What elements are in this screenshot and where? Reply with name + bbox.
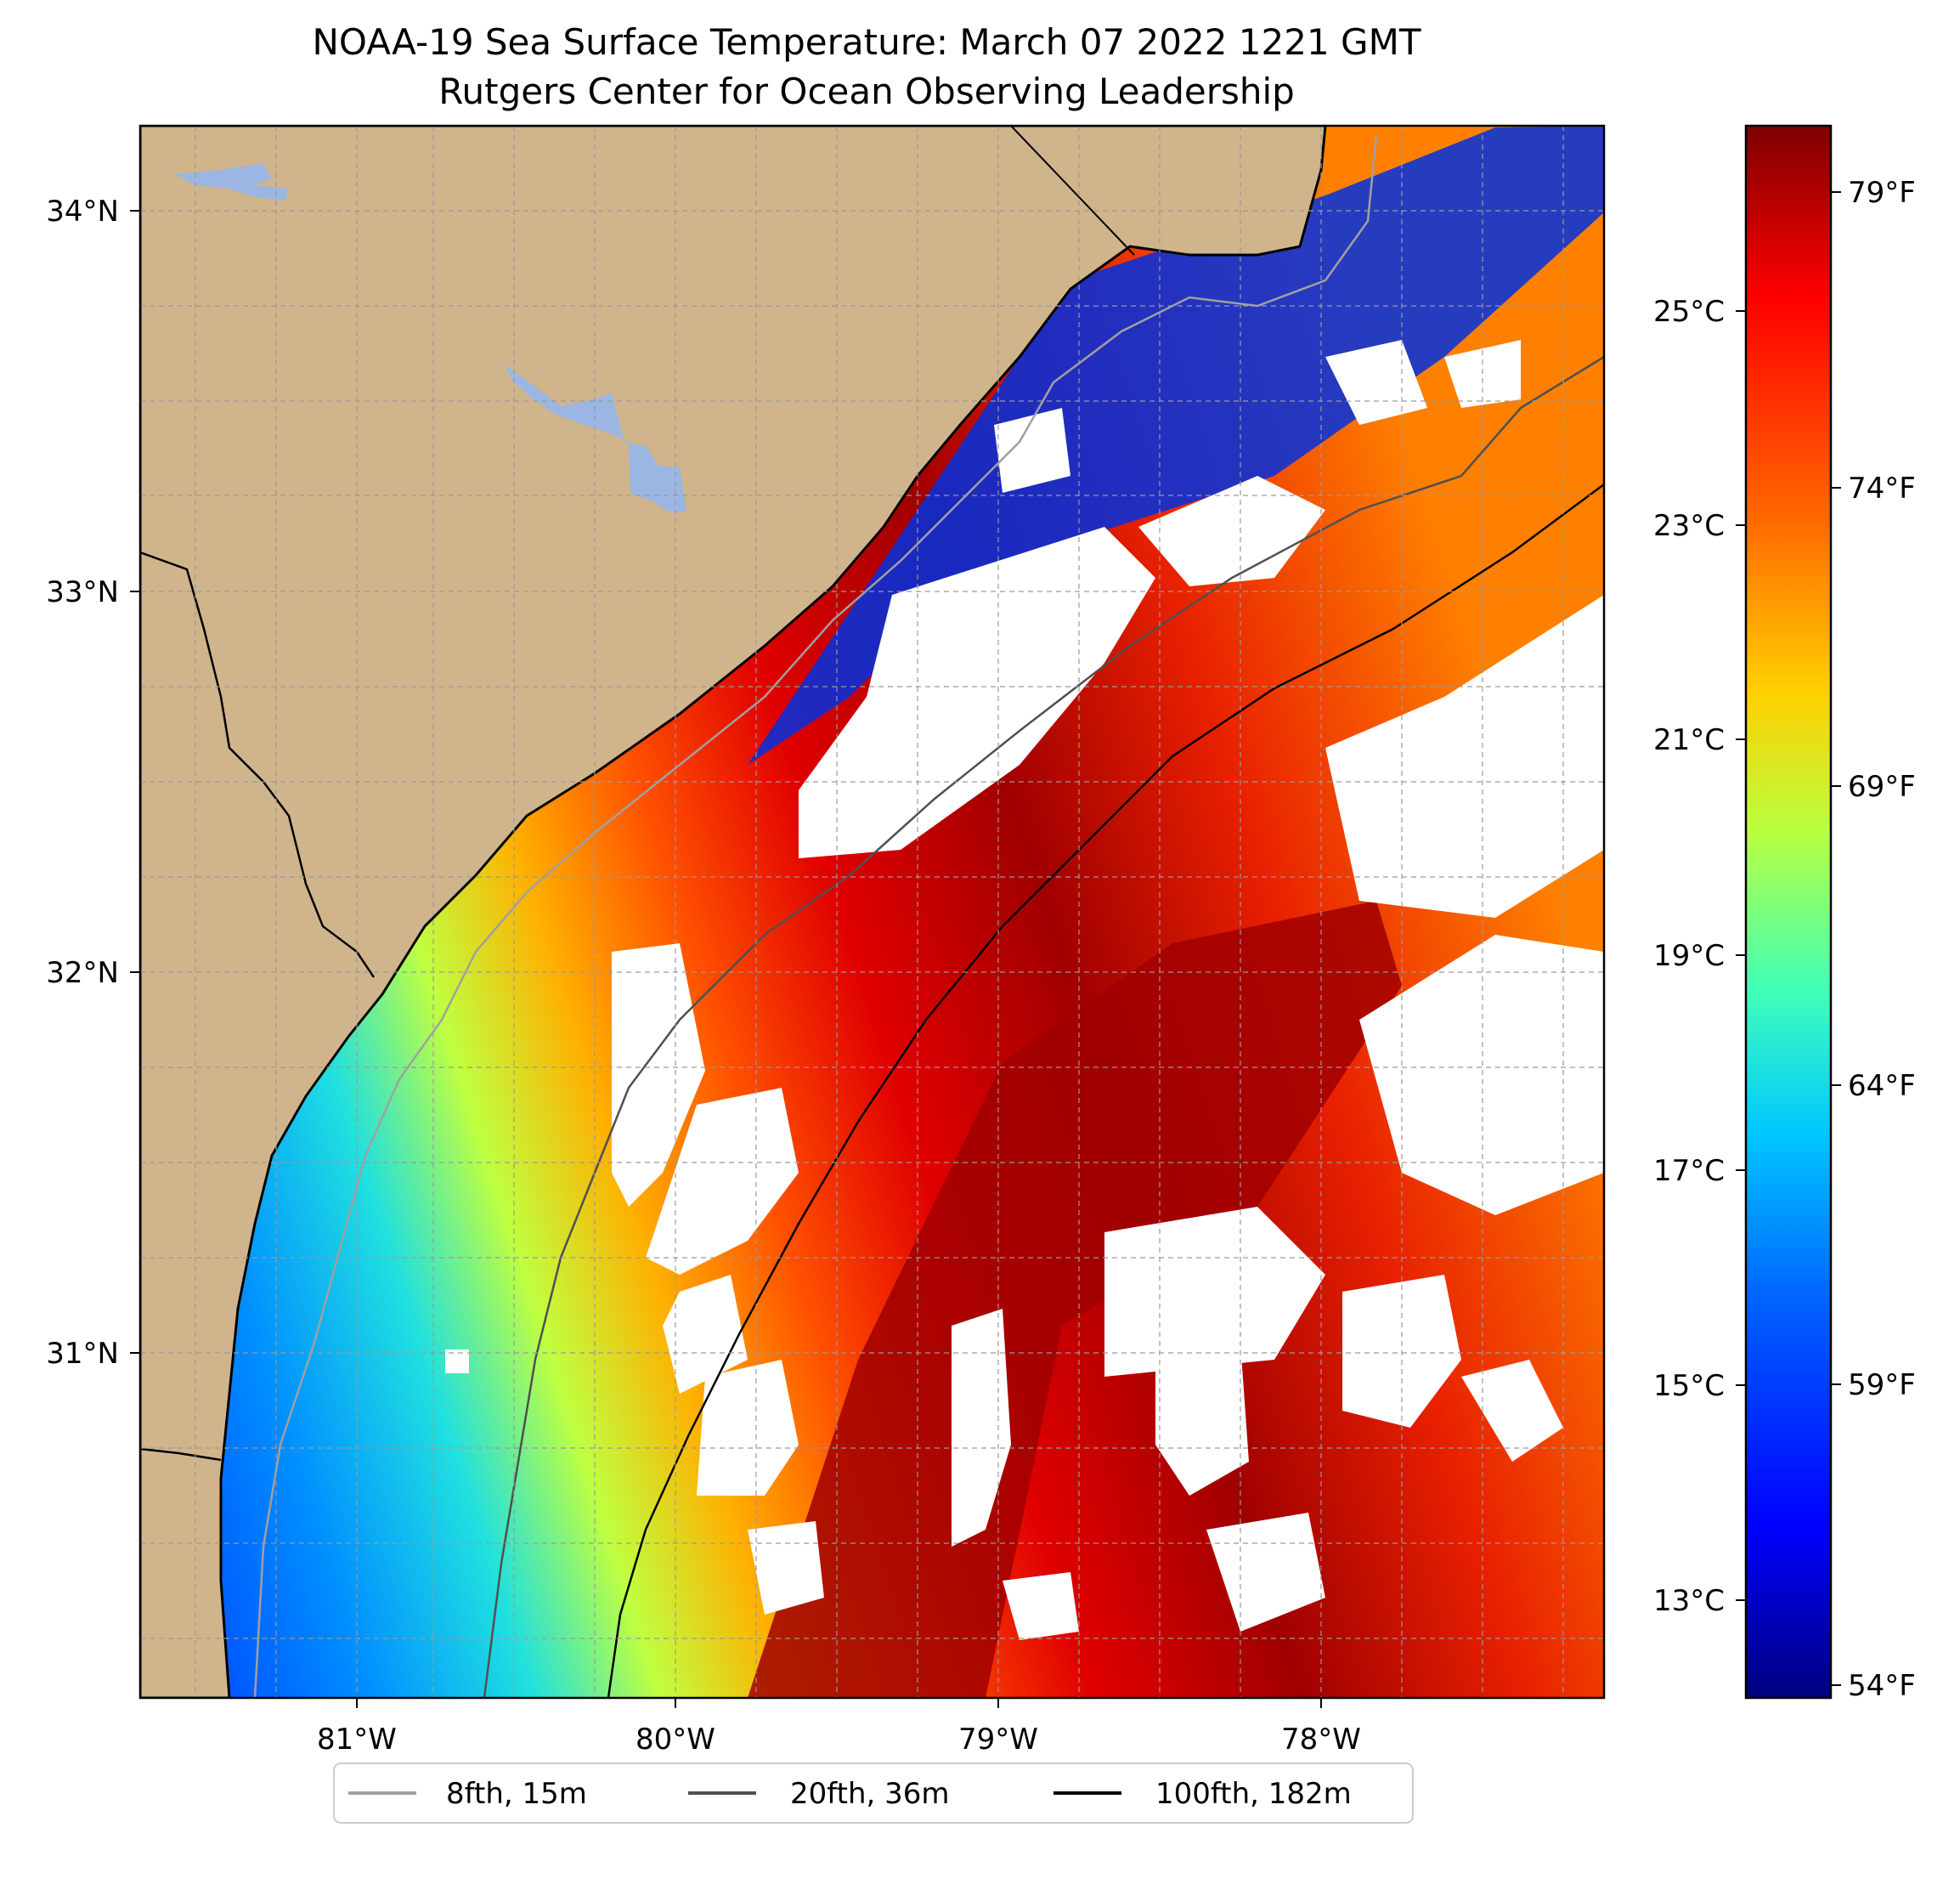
isobath-100fth — [607, 483, 1604, 1698]
lat-axis — [130, 210, 140, 1354]
lon-tick-label: 79°W — [958, 1723, 1038, 1757]
colorbar-fahrenheit-label: 54°F — [1848, 1669, 1916, 1703]
colorbar-fahrenheit-label: 59°F — [1848, 1368, 1916, 1402]
lake-marion — [504, 364, 686, 513]
colorbar-celsius-label: 23°C — [1653, 509, 1725, 543]
colorbar-fahrenheit-label: 79°F — [1848, 176, 1916, 210]
lat-tick-label: 34°N — [46, 195, 119, 229]
lon-tick-label: 81°W — [317, 1723, 397, 1757]
colorbar-fahrenheit-label: 64°F — [1848, 1069, 1916, 1103]
colorbar-celsius-label: 15°C — [1653, 1369, 1725, 1403]
gulf-stream-core — [748, 901, 1402, 1698]
colorbar-celsius-label: 13°C — [1653, 1584, 1725, 1618]
state-boundary — [1010, 126, 1135, 256]
colorbar-celsius-label: 25°C — [1653, 295, 1725, 329]
colorbar-celsius-label: 19°C — [1653, 939, 1725, 973]
title-line-1: NOAA-19 Sea Surface Temperature: March 0… — [313, 21, 1421, 63]
legend-box — [333, 1762, 1414, 1824]
lat-tick-label: 32°N — [46, 956, 119, 990]
lat-tick-label: 31°N — [46, 1337, 119, 1371]
lon-tick-label: 80°W — [635, 1723, 715, 1757]
cold-nearshore-water — [748, 126, 1604, 765]
lon-axis — [356, 1698, 1322, 1708]
lat-tick-label: 33°N — [46, 575, 119, 609]
state-boundary-south — [140, 1447, 222, 1462]
title-line-2: Rutgers Center for Ocean Observing Leade… — [438, 71, 1295, 112]
isobath-20fth — [483, 355, 1604, 1698]
map-frame — [138, 124, 1606, 1700]
map-panel — [140, 126, 1604, 1698]
colorbar — [1744, 124, 1833, 1700]
cloud-mask — [445, 340, 1604, 1640]
legend-label: 100fth, 182m — [1155, 1777, 1352, 1811]
colorbar-celsius-label: 21°C — [1653, 723, 1725, 757]
colorbar-celsius-label: 17°C — [1653, 1154, 1725, 1188]
colorbar-celsius-ticks — [1736, 310, 1746, 1601]
colorbar-fahrenheit-label: 69°F — [1848, 770, 1916, 804]
lake-north — [174, 163, 289, 201]
isobath-8fth — [253, 135, 1378, 1698]
legend: 8fth, 15m 20fth, 36m 100fth, 182m — [333, 1762, 1414, 1824]
legend-label: 20fth, 36m — [790, 1777, 950, 1811]
colorbar-fahrenheit-ticks — [1831, 191, 1841, 1686]
colorbar-fahrenheit-label: 74°F — [1848, 472, 1916, 506]
gridlines — [140, 126, 1604, 1698]
legend-label: 8fth, 15m — [446, 1777, 587, 1811]
lon-tick-label: 78°W — [1281, 1723, 1361, 1757]
